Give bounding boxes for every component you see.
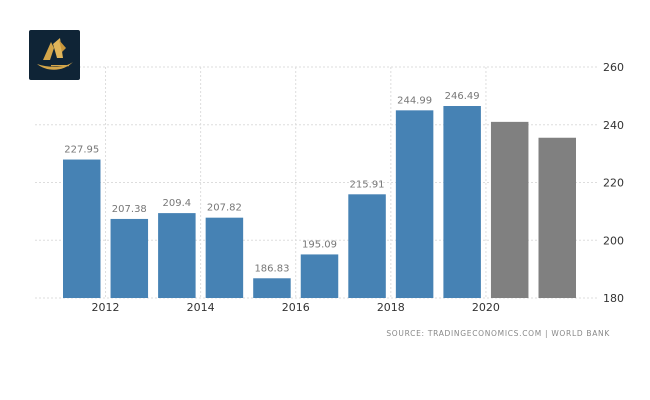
x-tick-label: 2016 xyxy=(282,301,310,314)
y-axis: 180 200 220 240 260 xyxy=(603,61,624,305)
y-tick-label: 260 xyxy=(603,61,624,74)
brand-logo xyxy=(29,30,80,80)
data-label: 246.49 xyxy=(445,91,480,102)
bar xyxy=(395,110,434,299)
data-label: 195.09 xyxy=(302,239,337,250)
data-label: 209.4 xyxy=(163,198,192,209)
bar xyxy=(253,278,291,298)
y-tick-label: 240 xyxy=(603,119,624,132)
data-label: 207.38 xyxy=(112,204,147,215)
brand-logo-icon xyxy=(37,38,73,70)
forecast-bar xyxy=(490,121,529,298)
data-label: 244.99 xyxy=(397,95,432,106)
y-tick-label: 200 xyxy=(603,234,624,247)
bar xyxy=(63,159,101,298)
data-label: 227.95 xyxy=(64,145,99,156)
source-note: SOURCE: TRADINGECONOMICS.COM | WORLD BAN… xyxy=(386,329,610,338)
data-label: 186.83 xyxy=(254,263,289,274)
data-label: 215.91 xyxy=(350,179,385,190)
forecast-bar xyxy=(538,137,576,298)
x-tick-label: 2012 xyxy=(92,301,120,314)
bar xyxy=(205,217,244,298)
x-tick-label: 2014 xyxy=(187,301,215,314)
x-axis: 2012 2014 2016 2018 2020 xyxy=(92,301,500,314)
bar xyxy=(158,213,196,298)
bar xyxy=(300,254,339,298)
y-tick-label: 180 xyxy=(603,292,624,305)
bar xyxy=(443,106,481,298)
data-labels: 227.95 207.38 209.4 207.82 186.83 195.09 215.9… xyxy=(64,91,479,274)
y-tick-label: 220 xyxy=(603,177,624,190)
x-tick-label: 2018 xyxy=(377,301,405,314)
bar xyxy=(348,194,386,298)
bar xyxy=(110,218,149,298)
x-tick-label: 2020 xyxy=(472,301,500,314)
bars xyxy=(63,106,576,299)
data-label: 207.82 xyxy=(207,203,242,214)
